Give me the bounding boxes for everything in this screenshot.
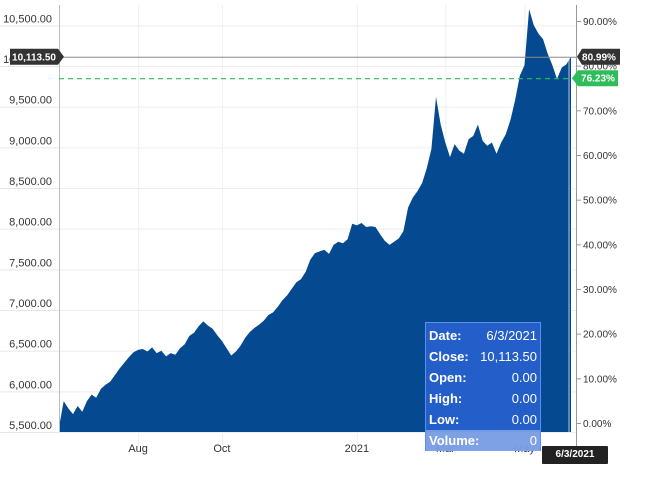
- flag-label: 76.23%: [581, 74, 615, 85]
- tooltip-row-high: High: 0.00: [429, 388, 537, 409]
- current-price-flag: 10,113.50: [10, 48, 64, 65]
- y-tick-label: 5,500.00: [9, 420, 52, 432]
- right-tick-label: 70.00%: [583, 106, 617, 117]
- tooltip-label: Date:: [429, 328, 462, 343]
- y-tick-label: 6,500.00: [9, 339, 52, 351]
- flag-shape: [10, 48, 64, 65]
- tooltip-row-date: Date: 6/3/2021: [429, 325, 537, 346]
- tooltip-value: 0.00: [511, 412, 537, 427]
- flag-label: 10,113.50: [12, 52, 56, 63]
- right-tick-label: 20.00%: [583, 330, 617, 341]
- x-tick-label: 2021: [345, 443, 369, 455]
- tooltip-label: High:: [429, 391, 463, 406]
- flag-shape: [572, 70, 618, 87]
- tooltip-label: Close:: [429, 349, 469, 364]
- y-tick-label: 9,500.00: [9, 95, 52, 107]
- y-tick-label: 7,500.00: [9, 257, 52, 269]
- tooltip-value: 6/3/2021: [486, 328, 537, 343]
- y-tick-label: 7,000.00: [9, 298, 52, 310]
- tooltip-label: Volume:: [429, 433, 480, 448]
- y-tick-label: 6,000.00: [9, 379, 52, 391]
- x-tick-label: Aug: [128, 443, 148, 455]
- tooltip-row-close: Close: 10,113.50: [429, 346, 537, 367]
- tooltip-label: Low:: [429, 412, 460, 427]
- right-tick-label: 40.00%: [583, 240, 617, 251]
- right-tick-label: 80.00%: [583, 62, 617, 73]
- tooltip-label: Open:: [429, 370, 467, 385]
- y-tick-label: 9,000.00: [9, 135, 52, 147]
- right-tick-label: 50.00%: [583, 196, 617, 207]
- flag-shape: [577, 48, 620, 65]
- y-tick-label: 10,500.00: [3, 13, 52, 25]
- tooltip-value: 0: [529, 433, 537, 448]
- tooltip-value: 0.00: [511, 391, 537, 406]
- tooltip-row-open: Open: 0.00: [429, 367, 537, 388]
- crosshair-tooltip: Date: 6/3/2021 Close: 10,113.50 Open: 0.…: [425, 322, 541, 451]
- right-tick-label: 90.00%: [583, 17, 617, 28]
- tooltip-row-volume: Volume: 0: [426, 430, 540, 451]
- right-tick-label: 0.00%: [583, 419, 611, 430]
- y-tick-label: 8,000.00: [9, 217, 52, 229]
- current-pct-flag: 80.99%: [577, 48, 620, 65]
- x-tick-label: Oct: [213, 443, 230, 455]
- crosshair-date-flag: 6/3/2021: [542, 446, 608, 464]
- flag-label: 80.99%: [582, 52, 616, 63]
- reference-pct-flag: 76.23%: [572, 70, 618, 87]
- tooltip-value: 0.00: [511, 370, 537, 385]
- tooltip-value: 10,113.50: [480, 349, 537, 364]
- y-tick-label: 8,500.00: [9, 176, 52, 188]
- right-tick-label: 30.00%: [583, 285, 617, 296]
- right-tick-label: 60.00%: [583, 151, 617, 162]
- tooltip-row-low: Low: 0.00: [429, 409, 537, 430]
- right-tick-label: 10.00%: [583, 374, 617, 385]
